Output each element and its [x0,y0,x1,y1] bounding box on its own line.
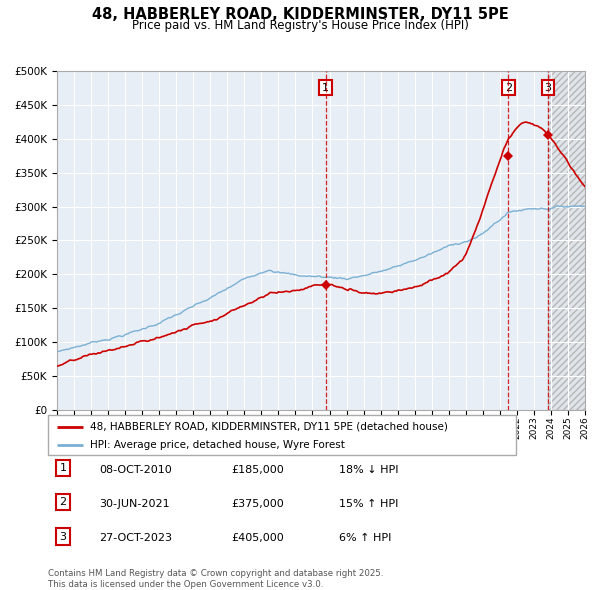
Bar [548,71,593,410]
Text: 1: 1 [322,83,329,93]
Text: 30-JUN-2021: 30-JUN-2021 [99,499,170,509]
Text: 48, HABBERLEY ROAD, KIDDERMINSTER, DY11 5PE (detached house): 48, HABBERLEY ROAD, KIDDERMINSTER, DY11 … [90,422,448,432]
Text: 3: 3 [545,83,551,93]
Text: £375,000: £375,000 [231,499,284,509]
FancyBboxPatch shape [48,415,516,455]
Text: Price paid vs. HM Land Registry's House Price Index (HPI): Price paid vs. HM Land Registry's House … [131,19,469,32]
Text: 08-OCT-2010: 08-OCT-2010 [99,465,172,475]
Text: £185,000: £185,000 [231,465,284,475]
Text: 48, HABBERLEY ROAD, KIDDERMINSTER, DY11 5PE: 48, HABBERLEY ROAD, KIDDERMINSTER, DY11 … [92,7,508,22]
Text: 2: 2 [59,497,67,507]
Text: 6% ↑ HPI: 6% ↑ HPI [339,533,391,543]
Text: 3: 3 [59,532,67,542]
Text: HPI: Average price, detached house, Wyre Forest: HPI: Average price, detached house, Wyre… [90,441,345,450]
Text: 1: 1 [59,463,67,473]
Text: Contains HM Land Registry data © Crown copyright and database right 2025.
This d: Contains HM Land Registry data © Crown c… [48,569,383,589]
Bar [548,71,593,410]
Text: 15% ↑ HPI: 15% ↑ HPI [339,499,398,509]
Text: 27-OCT-2023: 27-OCT-2023 [99,533,172,543]
Text: 2: 2 [505,83,512,93]
Text: £405,000: £405,000 [231,533,284,543]
Text: 18% ↓ HPI: 18% ↓ HPI [339,465,398,475]
